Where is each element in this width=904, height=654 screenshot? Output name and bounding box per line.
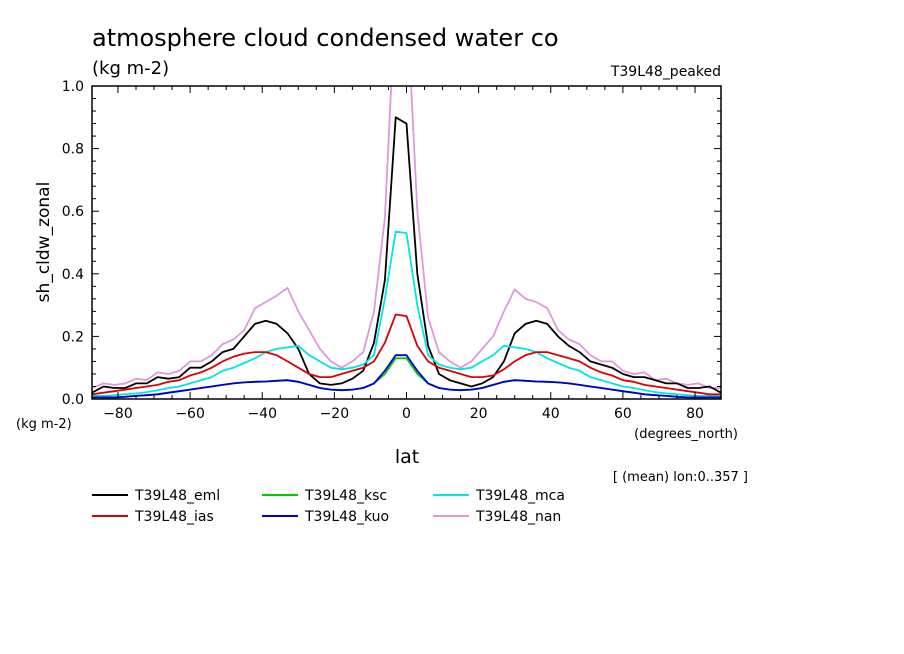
series-layer	[92, 86, 721, 399]
series-line-t39l48-mca	[92, 230, 721, 397]
y-tick-label: 0.2	[62, 329, 84, 345]
legend-label: T39L48_ksc	[304, 488, 387, 504]
series-line-t39l48-eml	[92, 116, 721, 394]
x-tick-label: 20	[470, 406, 488, 422]
y-tick-label: 0.4	[62, 267, 84, 283]
series-line-t39l48-ias	[92, 313, 721, 396]
x-tick-label: 60	[614, 406, 632, 422]
x-tick-label: −60	[175, 406, 205, 422]
legend-label: T39L48_kuo	[304, 509, 389, 525]
series-line-t39l48-nan	[92, 86, 721, 389]
legend-label: T39L48_ias	[134, 509, 214, 525]
legend: T39L48_eml T39L48_ias T39L48_ksc T39L48_kuo…	[92, 488, 565, 525]
x-tick-label: −80	[103, 406, 133, 422]
chart-title: atmosphere cloud condensed water co	[92, 24, 559, 52]
y-tick-label: 0.8	[62, 142, 84, 158]
y-axis-units: (kg m-2)	[16, 417, 72, 432]
series-line-t39l48-kuo	[92, 354, 721, 399]
y-axis: 0.0 0.2 0.4 0.6 0.8 1.0	[62, 79, 721, 408]
y-tick-label: 1.0	[62, 79, 84, 95]
experiment-label: T39L48_peaked	[610, 64, 721, 80]
y-axis-label: sh_cldw_zonal	[34, 182, 54, 303]
y-tick-label: 0.6	[62, 204, 84, 220]
legend-label: T39L48_nan	[475, 509, 561, 525]
x-axis: −80 −60 −40 −20 0 20 40 60 80	[103, 86, 704, 422]
x-tick-label: −20	[320, 406, 350, 422]
legend-label: T39L48_eml	[134, 488, 220, 504]
x-tick-label: 40	[542, 406, 560, 422]
x-tick-label: 80	[686, 406, 704, 422]
legend-label: T39L48_mca	[475, 488, 565, 504]
x-tick-label: 0	[402, 406, 411, 422]
x-tick-label: −40	[247, 406, 277, 422]
averaging-note: [ (mean) lon:0..357 ]	[613, 470, 748, 485]
y-tick-label: 0.0	[62, 392, 84, 408]
x-axis-units: (degrees_north)	[634, 427, 738, 442]
x-axis-label: lat	[395, 446, 419, 468]
chart-subtitle: (kg m-2)	[92, 58, 169, 79]
